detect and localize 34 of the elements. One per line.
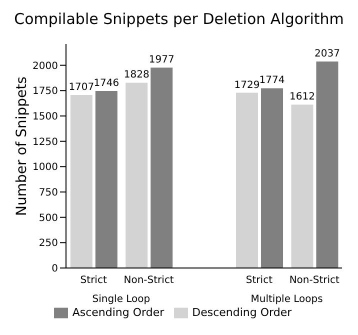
y-tick-label: 500 (38, 212, 58, 224)
data-label: 2037 (314, 48, 340, 60)
group-labels: Single Loop Multiple Loops (8, 290, 350, 306)
y-axis-title: Number of Snippets (14, 76, 30, 216)
x-tick-label: Non-Strict (289, 275, 340, 286)
y-tick-label: 1000 (32, 162, 58, 174)
bar (316, 62, 338, 268)
data-label: 1707 (68, 82, 94, 93)
bar (236, 92, 258, 268)
data-label: 1612 (289, 92, 315, 103)
bar (95, 91, 118, 268)
y-tick-label: 0 (52, 264, 58, 275)
x-tick-label: Non-Strict (124, 275, 174, 286)
bar (291, 104, 314, 268)
data-label: 1977 (148, 54, 174, 66)
y-tick-label: 1750 (32, 86, 58, 98)
chart-title: Compilable Snippets per Deletion Algorithm (13, 9, 345, 30)
y-tick-label: 750 (38, 188, 58, 199)
data-label: 1729 (234, 80, 260, 91)
legend-label: Ascending Order (72, 306, 164, 320)
x-tick-label: Strict (246, 275, 273, 286)
y-tick-label: 1250 (32, 136, 58, 148)
data-label: 1774 (259, 75, 285, 86)
y-tick-label: 1500 (32, 112, 58, 123)
bar (70, 94, 92, 268)
legend-label: Descending Order (192, 306, 292, 320)
bar (126, 82, 148, 268)
data-label: 1828 (124, 70, 150, 81)
bar (150, 68, 173, 268)
bar (261, 88, 284, 268)
y-tick-label: 2000 (32, 60, 58, 72)
x-tick-label: Strict (80, 275, 107, 286)
y-tick-label: 250 (38, 238, 58, 250)
data-label: 1746 (94, 78, 120, 90)
